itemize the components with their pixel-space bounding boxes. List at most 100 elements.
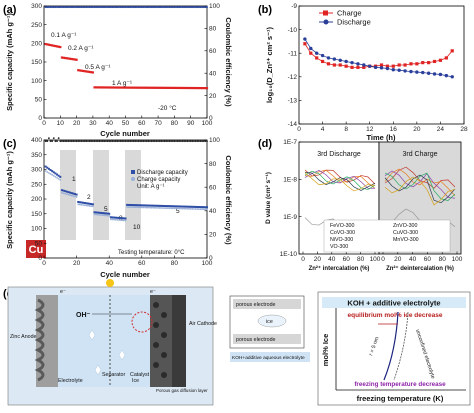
discharge-capacity-point <box>98 211 101 214</box>
a-left-ytick-label: 250 <box>31 22 42 29</box>
ce-point <box>109 140 112 143</box>
panel-b-legend: Charge Discharge <box>319 9 371 27</box>
capacity-point <box>86 70 90 73</box>
panel-a-rate-3: 0.5 A g⁻¹ <box>85 64 111 71</box>
a-right-ytick-label: 20 <box>209 93 217 100</box>
ce-point <box>188 140 190 143</box>
discharge-point <box>356 62 360 66</box>
charge-capacity-point <box>111 218 114 221</box>
charge-capacity-point <box>83 204 86 207</box>
panel-b-ticks: 0 4 8 12 16 20 24 28 -9 -10 -11 -12 -13 -14 <box>288 3 468 133</box>
ce-point <box>147 140 150 143</box>
a-xtick-label: 70 <box>154 120 162 127</box>
d-right-xtick-label: 60 <box>424 256 432 263</box>
capacity-point <box>204 87 207 90</box>
c-left-ytick-label: 250 <box>31 181 42 188</box>
charge-capacity-point <box>46 171 49 173</box>
ce-point <box>109 6 112 9</box>
air-cathode-label: Air Cathode <box>189 321 217 327</box>
discharge-capacity-point <box>152 204 155 207</box>
ce-point <box>202 140 205 143</box>
c-right-ytick-label: 20 <box>209 232 217 239</box>
discharge-point <box>303 37 307 41</box>
discharge-point <box>373 65 378 70</box>
charge-point <box>421 61 425 65</box>
panel-a-rate-1: 0.1 A g⁻¹ <box>51 32 77 39</box>
d-left-xtick-label: 20 <box>314 256 322 263</box>
charge-capacity-point <box>75 196 78 198</box>
ce-point <box>202 6 205 9</box>
charge-capacity-point <box>88 205 91 207</box>
capacity-point <box>176 86 179 90</box>
ce-point <box>148 6 151 9</box>
charge-point <box>326 62 331 66</box>
discharge-capacity-point <box>49 168 52 171</box>
ce-point <box>96 6 99 9</box>
d-discharge-curve <box>304 170 376 189</box>
ce-point <box>74 140 76 143</box>
air-cathode <box>150 295 172 387</box>
panel-a-marks <box>44 6 209 90</box>
capacity-point <box>127 86 130 89</box>
charge-point <box>379 63 384 67</box>
panel-c-ylabel-left: Specific capacity (mAh g⁻¹) <box>5 151 14 249</box>
ce-point <box>88 6 91 9</box>
ce-point <box>56 140 58 143</box>
ce-point <box>191 140 194 143</box>
d-ytick-label: 1E-9 <box>283 214 297 221</box>
rate-label-2: 2 <box>87 194 91 201</box>
charge-capacity-point <box>77 203 80 206</box>
legend-d-5: MnVO-300 <box>393 237 419 243</box>
charge-capacity-point <box>193 208 195 210</box>
b-xtick-label: 28 <box>460 126 468 133</box>
ce-point <box>65 6 68 9</box>
ce-point <box>144 6 147 9</box>
discharge-capacity-point <box>96 211 99 214</box>
ce-point <box>134 140 137 143</box>
capacity-point <box>165 86 168 89</box>
a-left-ytick-label: 50 <box>35 97 43 104</box>
discharge-capacity-point <box>166 205 169 208</box>
charge-capacity-point <box>181 207 184 210</box>
b-xtick-label: 20 <box>413 126 421 133</box>
ce-point <box>142 6 145 9</box>
charge-point <box>338 63 342 67</box>
ce-point <box>161 6 164 9</box>
discharge-capacity-point <box>127 203 130 206</box>
discharge-capacity-point <box>106 212 109 215</box>
capacity-point <box>72 58 75 61</box>
capacity-point <box>157 86 160 89</box>
ice-zoom-circle <box>131 311 153 333</box>
charge-capacity-point <box>194 208 197 210</box>
discharge-capacity-point <box>147 204 150 207</box>
capacity-point <box>134 86 137 89</box>
discharge-capacity-point <box>150 204 153 207</box>
ce-point <box>126 6 129 9</box>
capacity-point <box>55 45 59 48</box>
ce-point <box>87 6 90 9</box>
charge-capacity-point <box>163 207 166 209</box>
capacity-point <box>98 86 101 89</box>
panel-a-ylabel-right: Coulombic efficiency (%) <box>224 17 233 107</box>
discharge-capacity-point <box>148 204 151 207</box>
discharge-capacity-point <box>82 201 85 204</box>
charge-point <box>427 61 431 65</box>
ce-point <box>54 140 57 143</box>
charge-capacity-point <box>147 206 150 209</box>
d-left-xtick-label: 0 <box>301 256 305 263</box>
ce-point <box>142 140 145 143</box>
capacity-point <box>119 86 122 89</box>
charge-capacity-point <box>201 208 204 211</box>
charge-capacity-point <box>150 206 153 209</box>
charge-capacity-point <box>92 205 94 208</box>
ce-point <box>193 140 195 143</box>
d-charge-curve <box>384 172 456 201</box>
ce-point <box>93 140 96 143</box>
ce-point <box>92 140 94 143</box>
capacity-point <box>64 56 67 60</box>
charge-capacity-point <box>52 175 55 177</box>
discharge-capacity-point <box>121 217 124 220</box>
discharge-capacity-point <box>73 193 76 196</box>
c-left-ytick-label: 50 <box>35 240 43 247</box>
discharge-capacity-point <box>186 205 189 208</box>
